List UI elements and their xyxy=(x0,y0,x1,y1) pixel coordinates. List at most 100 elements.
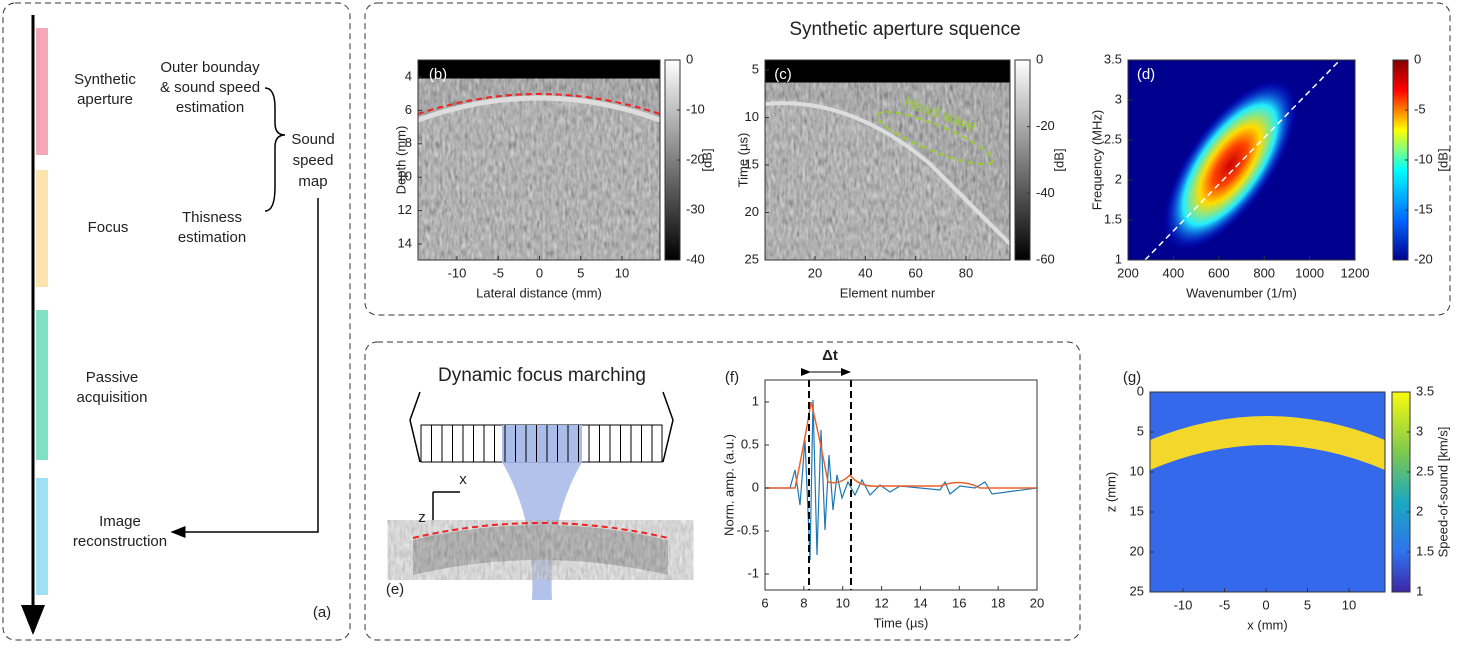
y-tick-label: 4 xyxy=(405,68,412,83)
y-axis-label: Norm. amp. (a.u.) xyxy=(721,434,736,536)
x-tick-label: 8 xyxy=(800,595,807,610)
x-tick-label: 10 xyxy=(1342,597,1356,612)
panel-box xyxy=(2,2,351,641)
y-tick-label: 0 xyxy=(1137,383,1144,398)
colorbar-tick-label: -15 xyxy=(1414,201,1433,216)
y-tick-label: 0.5 xyxy=(741,436,759,451)
step-label: Synthetic xyxy=(74,71,136,88)
colorbar-tick-label: -20 xyxy=(686,151,705,166)
x-tick-label: 60 xyxy=(908,265,922,280)
y-tick-label: 20 xyxy=(1130,543,1144,558)
x-tick-label: 800 xyxy=(1253,265,1275,280)
axes-frame xyxy=(1127,59,1356,261)
result-label: Sound xyxy=(291,131,334,148)
panel-tag: (e) xyxy=(386,581,404,598)
x-tick-label: -10 xyxy=(1174,597,1193,612)
y-tick-label: 8 xyxy=(405,135,412,150)
panel-box xyxy=(364,2,1451,316)
timeline xyxy=(21,15,319,635)
x-axis-label: x (mm) xyxy=(1247,617,1287,632)
x-tick-label: 10 xyxy=(615,265,629,280)
note-label: Outer bounday xyxy=(160,59,260,76)
result-label: speed xyxy=(293,152,334,169)
x-tick-label: 80 xyxy=(959,265,973,280)
step-label: Image xyxy=(99,513,141,530)
colorbar-tick-label: -20 xyxy=(1414,251,1433,266)
y-tick-label: 1.5 xyxy=(1104,211,1122,226)
y-tick-label: 6 xyxy=(405,102,412,117)
y-tick-label: 15 xyxy=(1130,503,1144,518)
bmode-image xyxy=(418,60,660,260)
y-axis-label: Time (µs) xyxy=(735,133,750,188)
x-tick-label: 20 xyxy=(808,265,822,280)
y-axis-label: Frequency (MHz) xyxy=(1089,110,1104,210)
panel-tag: (g) xyxy=(1123,369,1141,386)
transducer-diagram xyxy=(409,391,674,600)
x-tick-label: 14 xyxy=(913,595,927,610)
note-label: Thisness xyxy=(182,209,242,226)
y-tick-label: 20 xyxy=(745,204,759,219)
x-tick-label: 5 xyxy=(577,265,584,280)
colorbar-tick-label: -30 xyxy=(686,201,705,216)
y-tick-label: 5 xyxy=(752,61,759,76)
colorbar-label: [dB] xyxy=(1051,148,1066,171)
y-tick-label: -0.5 xyxy=(737,522,759,537)
x-axis-label: Wavenumber (1/m) xyxy=(1186,285,1297,300)
x-tick-label: -10 xyxy=(448,265,467,280)
x-tick-label: -5 xyxy=(492,265,504,280)
colorbar-tick-label: 1.5 xyxy=(1416,543,1434,558)
colorbar-label: [dB] xyxy=(699,148,714,171)
axis-label: z xyxy=(418,509,426,526)
note-label: estimation xyxy=(176,99,244,116)
plot-frame xyxy=(764,379,1038,591)
y-tick-label: 12 xyxy=(398,202,412,217)
x-tick-label: 5 xyxy=(1304,597,1311,612)
x-tick-label: 400 xyxy=(1163,265,1185,280)
colorbar-tick-label: 2 xyxy=(1416,503,1423,518)
colorbar-tick-label: -10 xyxy=(686,101,705,116)
x-tick-label: 200 xyxy=(1117,265,1139,280)
axes-frame xyxy=(764,379,1038,591)
y-axis-label: Depth (mm) xyxy=(393,126,408,195)
x-tick-label: 18 xyxy=(991,595,1005,610)
x-tick-label: 600 xyxy=(1208,265,1230,280)
colorbar-tick-label: -60 xyxy=(1036,251,1055,266)
colorbar-tick-label: -40 xyxy=(686,251,705,266)
step-label: Passive xyxy=(86,369,139,386)
colorbar-tick-label: 1 xyxy=(1416,583,1423,598)
axis-label: x xyxy=(459,471,467,488)
x-tick-label: 6 xyxy=(761,595,768,610)
channel-image xyxy=(765,60,1010,260)
colorbar-tick-label: 0 xyxy=(686,51,693,66)
x-tick-label: 1200 xyxy=(1341,265,1370,280)
x-axis-label: Lateral distance (mm) xyxy=(476,285,602,300)
y-tick-label: 2.5 xyxy=(1104,131,1122,146)
note-label: estimation xyxy=(178,229,246,246)
y-tick-label: 10 xyxy=(745,109,759,124)
step-label: reconstruction xyxy=(73,533,167,550)
panel-tag: (b) xyxy=(429,66,447,83)
signal xyxy=(765,368,1038,590)
y-tick-label: 2 xyxy=(1115,171,1122,186)
step-label: aperture xyxy=(77,91,133,108)
colorbar-tick-label: -40 xyxy=(1036,185,1055,200)
result-label: map xyxy=(298,173,327,190)
x-tick-label: 16 xyxy=(952,595,966,610)
x-tick-label: 0 xyxy=(536,265,543,280)
colorbar-label: Speed-of-sound [km/s] xyxy=(1435,427,1450,558)
panel-box xyxy=(364,341,1081,641)
y-tick-label: 5 xyxy=(1137,423,1144,438)
y-tick-label: 15 xyxy=(745,156,759,171)
colorbar-tick-label: 2.5 xyxy=(1416,463,1434,478)
x-tick-label: 10 xyxy=(835,595,849,610)
y-tick-label: 10 xyxy=(398,169,412,184)
x-tick-label: 40 xyxy=(858,265,872,280)
colorbar-tick-label: 3.5 xyxy=(1416,383,1434,398)
colorbar-label: [dB] xyxy=(1435,148,1450,171)
x-tick-label: 1000 xyxy=(1295,265,1324,280)
y-tick-label: 1 xyxy=(752,393,759,408)
x-axis-label: Time (µs) xyxy=(874,615,929,630)
step-label: Focus xyxy=(88,219,129,236)
y-tick-label: 25 xyxy=(745,251,759,266)
